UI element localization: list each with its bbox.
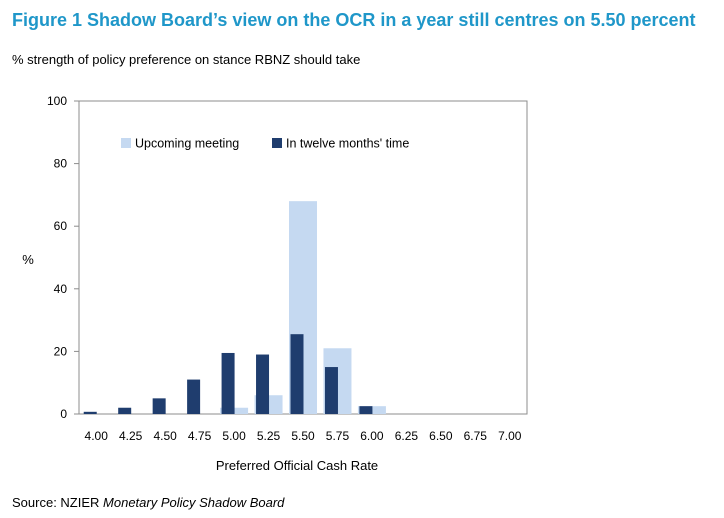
y-tick-label: 0 bbox=[60, 407, 67, 421]
y-axis-label: % bbox=[22, 252, 34, 267]
source-publication: Monetary Policy Shadow Board bbox=[103, 495, 285, 510]
bar-twelve-months bbox=[83, 411, 97, 414]
y-axis: 0 20 40 60 80 100 bbox=[47, 94, 79, 421]
legend-swatch bbox=[121, 138, 131, 148]
bar-twelve-months bbox=[221, 352, 235, 414]
y-tick-label: 80 bbox=[54, 157, 68, 171]
source-note: Source: NZIER Monetary Policy Shadow Boa… bbox=[12, 495, 284, 510]
legend: Upcoming meeting In twelve months' time bbox=[121, 137, 409, 151]
legend-label: In twelve months' time bbox=[286, 137, 409, 151]
y-tick-label: 20 bbox=[54, 344, 68, 358]
x-tick-label: 6.75 bbox=[464, 429, 488, 443]
legend-label: Upcoming meeting bbox=[135, 137, 239, 151]
bar-twelve-months bbox=[152, 398, 166, 414]
bar-twelve-months bbox=[256, 354, 270, 414]
figure-subtitle: % strength of policy preference on stanc… bbox=[12, 52, 361, 67]
bar-twelve-months bbox=[290, 334, 304, 414]
x-tick-label: 4.00 bbox=[85, 429, 109, 443]
x-axis-label: Preferred Official Cash Rate bbox=[216, 458, 378, 473]
legend-swatch bbox=[272, 138, 282, 148]
x-tick-label: 5.00 bbox=[222, 429, 246, 443]
bar-twelve-months bbox=[118, 407, 132, 414]
x-tick-label: 4.50 bbox=[153, 429, 177, 443]
x-tick-label: 6.25 bbox=[395, 429, 419, 443]
x-tick-label: 7.00 bbox=[498, 429, 522, 443]
y-tick-label: 100 bbox=[47, 94, 67, 108]
x-tick-label: 5.75 bbox=[326, 429, 350, 443]
y-tick-label: 60 bbox=[54, 219, 68, 233]
x-tick-label: 6.00 bbox=[360, 429, 384, 443]
figure-title: Figure 1 Shadow Board’s view on the OCR … bbox=[12, 10, 696, 30]
bar-twelve-months bbox=[359, 406, 373, 414]
x-tick-label: 5.50 bbox=[291, 429, 315, 443]
bar-twelve-months bbox=[187, 379, 201, 414]
bar-twelve-months bbox=[324, 367, 338, 414]
bars-layer bbox=[83, 201, 386, 414]
source-prefix: Source: NZIER bbox=[12, 495, 104, 510]
x-tick-label: 6.50 bbox=[429, 429, 453, 443]
x-tick-label: 4.75 bbox=[188, 429, 212, 443]
y-tick-label: 40 bbox=[54, 282, 68, 296]
x-tick-label: 4.25 bbox=[119, 429, 143, 443]
x-tick-label: 5.25 bbox=[257, 429, 281, 443]
x-axis: 4.00 4.25 4.50 4.75 5.00 5.25 5.50 5.75 6.00 6.25… bbox=[85, 429, 522, 443]
